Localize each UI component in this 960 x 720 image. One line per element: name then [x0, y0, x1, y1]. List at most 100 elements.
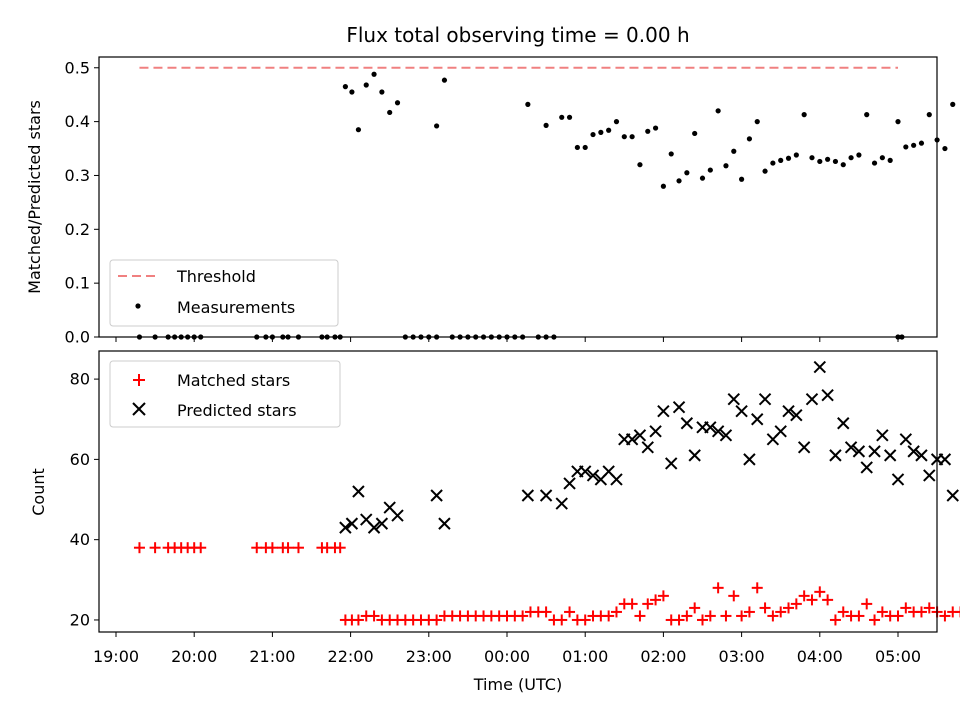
- measurement-point: [574, 144, 580, 151]
- top-panel: 0.0 0.1 0.2 0.3 0.4 0.5 Matched/Predicted sta…: [25, 56, 956, 347]
- matched-star-point: [720, 610, 732, 622]
- matched-star-point: [829, 614, 841, 626]
- predicted-star-point: [586, 469, 600, 482]
- top-y-tick-label: 0.5: [65, 58, 90, 77]
- x-tick-label: 00:00: [484, 647, 530, 666]
- bottom-y-tick-label: 80: [70, 370, 90, 389]
- matched-star-point: [540, 606, 552, 618]
- measurement-point: [731, 148, 737, 154]
- top-legend: Threshold Measurements: [109, 259, 339, 327]
- predicted-star-point: [844, 441, 858, 454]
- predicted-star-point: [837, 417, 850, 430]
- predicted-star-point: [680, 417, 694, 430]
- top-plot-frame: [98, 56, 938, 338]
- predicted-stars-series: [339, 360, 959, 534]
- measurement-point: [903, 144, 909, 150]
- matched-star-point: [352, 614, 364, 626]
- matched-star-point: [673, 614, 685, 626]
- matched-star-point: [610, 606, 622, 618]
- bottom-plot-frame: [98, 350, 938, 633]
- matched-star-point: [642, 598, 654, 610]
- measurement-point: [840, 162, 846, 168]
- matched-star-point: [266, 542, 278, 554]
- bottom-y-ticks: 20 40 60 80: [70, 370, 99, 629]
- measurement-point: [598, 129, 604, 135]
- matched-star-point: [334, 542, 346, 554]
- matched-star-point: [634, 610, 646, 622]
- measurement-point: [707, 167, 713, 173]
- matched-star-point: [368, 610, 380, 622]
- measurement-point: [864, 112, 870, 118]
- predicted-star-point: [633, 429, 647, 442]
- matched-star-point: [900, 602, 912, 614]
- matched-star-point: [556, 614, 568, 626]
- matched-star-point: [728, 590, 740, 602]
- x-tick-label: 04:00: [797, 647, 843, 666]
- measurement-point: [754, 119, 760, 125]
- measurement-point: [363, 82, 369, 88]
- measurement-point: [434, 123, 440, 129]
- measurement-point: [349, 89, 355, 95]
- predicted-star-point: [688, 449, 701, 462]
- measurement-point: [739, 176, 745, 182]
- bottom-x-ticks: 19:00 20:00 21:00 22:00 23:00 00:00 01:00 02:00…: [93, 632, 921, 666]
- bottom-y-tick-label: 60: [70, 450, 90, 469]
- predicted-star-point: [719, 429, 733, 442]
- predicted-star-point: [578, 465, 592, 478]
- bottom-y-axis-label: Count: [29, 468, 48, 516]
- matched-star-point: [876, 606, 888, 618]
- measurement-point: [543, 122, 549, 128]
- measurement-point: [762, 168, 768, 174]
- measurement-point: [637, 162, 643, 168]
- bottom-panel: 20 40 60 80 19:00 20:00 21:00 22:00 23:00 00:00 0…: [29, 350, 960, 694]
- matched-star-point: [626, 598, 638, 610]
- measurement-point: [778, 157, 784, 163]
- measurement-point: [629, 134, 635, 140]
- x-tick-label: 21:00: [249, 647, 295, 666]
- predicted-star-point: [563, 477, 576, 490]
- measurement-point: [692, 130, 698, 137]
- predicted-star-point: [758, 392, 772, 406]
- predicted-star-point: [727, 392, 740, 406]
- top-y-tick-label: 0.0: [65, 328, 90, 347]
- measurement-point: [525, 101, 531, 107]
- matched-star-point: [915, 606, 927, 618]
- measurement-point: [606, 127, 612, 133]
- measurement-point: [668, 151, 674, 157]
- matched-star-point: [790, 598, 802, 610]
- predicted-star-point: [899, 433, 913, 446]
- matched-star-point: [869, 614, 881, 626]
- matched-star-point: [282, 542, 294, 554]
- x-tick-label: 23:00: [406, 647, 452, 666]
- bottom-legend-box: [109, 360, 341, 428]
- measurement-point: [355, 127, 362, 133]
- matched-star-point: [837, 606, 849, 618]
- predicted-star-point: [797, 441, 811, 454]
- x-tick-label: 05:00: [875, 647, 921, 666]
- predicted-star-point: [907, 445, 920, 458]
- matched-star-point: [195, 542, 207, 554]
- measurement-point: [918, 140, 925, 146]
- predicted-star-point: [657, 405, 670, 418]
- predicted-star-point: [790, 409, 803, 422]
- predicted-star-point: [555, 497, 568, 510]
- matched-star-point: [431, 614, 443, 626]
- measurement-point: [832, 158, 839, 165]
- measurement-point: [371, 71, 377, 77]
- predicted-star-point: [915, 449, 928, 462]
- predicted-star-point: [743, 453, 756, 466]
- measurement-point: [621, 134, 627, 140]
- predicted-star-point: [891, 473, 905, 486]
- measurement-point: [879, 155, 885, 161]
- predicted-star-point: [339, 521, 352, 534]
- matched-star-point: [923, 602, 935, 614]
- predicted-star-point: [625, 433, 639, 446]
- predicted-star-point: [665, 457, 678, 470]
- predicted-star-point: [704, 421, 717, 434]
- top-y-tick-label: 0.4: [65, 112, 90, 131]
- measurement-point: [715, 108, 721, 114]
- measurement-point: [684, 170, 690, 176]
- measurement-point: [770, 160, 776, 166]
- predicted-star-point: [367, 521, 381, 534]
- measurement-point: [942, 145, 948, 152]
